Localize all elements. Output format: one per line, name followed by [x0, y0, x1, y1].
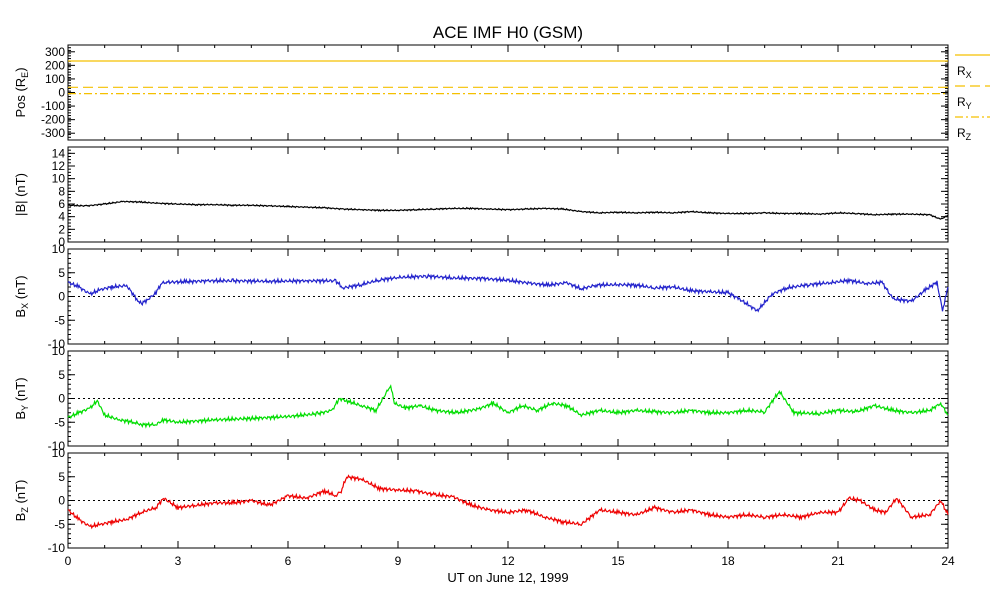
panel-by: -10 -5 0 5 10 BY (nT) [13, 344, 949, 453]
y-tick-label: 0 [58, 494, 65, 508]
y-label-main: |B| (nT) [13, 173, 28, 216]
y-tick-label: 10 [52, 446, 66, 460]
legend-label-sub: Z [966, 132, 972, 142]
y-tick-label: 12 [52, 159, 66, 173]
y-tick-label: -300 [41, 126, 65, 140]
y-tick-label: 5 [58, 266, 65, 280]
legend-label-sub: X [966, 70, 972, 80]
y-axis-label: Pos (RE) [13, 67, 30, 117]
y-label-main: B [13, 411, 28, 420]
y-label-main: B [13, 309, 28, 318]
series-line-by [67, 384, 949, 429]
y-tick-label: 10 [52, 172, 66, 186]
y-tick-label: -5 [54, 517, 65, 531]
legend-label-sub: Y [966, 101, 972, 111]
y-axis-label: BX (nT) [13, 275, 30, 317]
legend-label-main: R [957, 95, 966, 109]
x-tick-label: 9 [395, 554, 402, 568]
y-tick-label: 200 [45, 58, 65, 72]
y-tick-label: -200 [41, 113, 65, 127]
y-tick-label: -5 [54, 313, 65, 327]
y-tick-label: 0 [58, 235, 65, 249]
x-tick-label: 21 [831, 554, 845, 568]
y-label-sub: E [20, 72, 30, 78]
y-tick-label: -10 [48, 337, 66, 351]
y-tick-label: 10 [52, 242, 66, 256]
y-tick-label: 300 [45, 45, 65, 59]
x-axis-label: UT on June 12, 1999 [447, 570, 568, 585]
y-label-end: (nT) [13, 377, 28, 404]
y-label-end: (nT) [13, 480, 28, 507]
y-tick-label: -5 [54, 415, 65, 429]
panel-frame [67, 44, 949, 141]
legend-label-main: R [957, 64, 966, 78]
y-tick-label: -100 [41, 99, 65, 113]
panel-bx: -10 -5 0 5 10 BX (nT) [13, 242, 949, 351]
y-tick-label: 4 [58, 210, 65, 224]
y-tick-label: 0 [58, 392, 65, 406]
x-tick-label: 0 [65, 554, 72, 568]
panel-bz: -10 -5 0 5 10 BZ (nT) [13, 446, 949, 555]
y-tick-label: -10 [48, 439, 66, 453]
x-tick-label: 6 [285, 554, 292, 568]
y-tick-label: 0 [58, 86, 65, 100]
x-tick-label: 18 [721, 554, 735, 568]
chart-title: ACE IMF H0 (GSM) [433, 23, 583, 42]
y-label-sub: Y [20, 405, 30, 411]
legend-label-y: RY [957, 95, 972, 111]
series-line-bx [67, 273, 949, 313]
y-tick-label: 10 [52, 344, 66, 358]
y-tick-label: 14 [52, 146, 66, 160]
y-label-main: Pos (R [13, 78, 28, 118]
legend-label-main: R [957, 126, 966, 140]
y-label-sub: Z [20, 507, 30, 513]
y-tick-label: 6 [58, 197, 65, 211]
y-tick-label: 5 [58, 470, 65, 484]
x-tick-label: 24 [941, 554, 955, 568]
x-axis: 0 3 6 9 12 15 18 21 24 [65, 554, 955, 568]
y-tick-label: -10 [48, 541, 66, 555]
y-label-end: (nT) [13, 275, 28, 302]
y-axis-label: |B| (nT) [13, 173, 28, 216]
y-label-sub: X [20, 303, 30, 309]
x-tick-label: 15 [611, 554, 625, 568]
y-tick-label: 100 [45, 72, 65, 86]
y-label-main: B [13, 513, 28, 522]
y-tick-label: 0 [58, 290, 65, 304]
legend-label-x: RX [957, 64, 972, 80]
y-axis-label: BY (nT) [13, 377, 30, 419]
y-label-end: ) [13, 67, 28, 71]
y-axis-label: BZ (nT) [13, 480, 30, 522]
x-tick-label: 3 [175, 554, 182, 568]
x-tick-label: 12 [501, 554, 515, 568]
legend-label-z: RZ [957, 126, 972, 142]
y-tick-label: 2 [58, 222, 65, 236]
y-tick-label: 5 [58, 368, 65, 382]
series-line-bmag [67, 200, 949, 220]
panel-frame [67, 146, 949, 243]
series-line-bz [67, 474, 949, 530]
y-tick-label: 8 [58, 184, 65, 198]
